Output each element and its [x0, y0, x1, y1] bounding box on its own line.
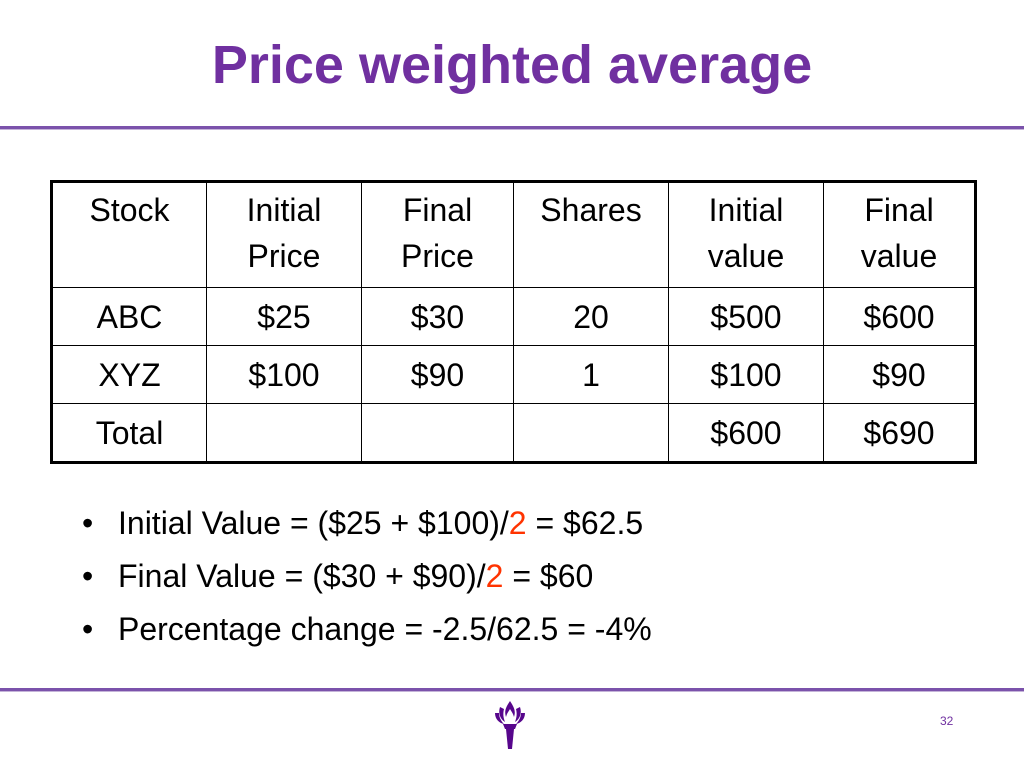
- list-item: • Percentage change = -2.5/62.5 = -4%: [82, 603, 652, 656]
- bullet-icon: •: [82, 558, 94, 594]
- header-text: Final: [402, 192, 473, 228]
- header-initial-price: Initial Price: [206, 181, 362, 288]
- header-text: Final: [864, 192, 934, 228]
- table-cell: XYZ: [51, 345, 207, 404]
- table-cell: [513, 403, 669, 463]
- header-text: value: [860, 238, 938, 274]
- header-final-value: Final value: [823, 181, 976, 288]
- title-divider: [0, 126, 1024, 130]
- slide-title: Price weighted average: [211, 35, 813, 95]
- header-stock: Stock: [51, 181, 207, 288]
- table-cell: 20: [513, 287, 669, 346]
- list-item: • Final Value = ($30 + $90)/2 = $60: [82, 550, 652, 603]
- bullet-list: • Initial Value = ($25 + $100)/2 = $62.5…: [82, 497, 652, 656]
- table-cell: $500: [668, 287, 824, 346]
- table-cell: 1: [513, 345, 669, 404]
- bullet-text: Percentage change = -2.5/62.5 = -4%: [118, 611, 652, 647]
- table-cell: $30: [361, 287, 514, 346]
- header-shares: Shares: [513, 181, 669, 288]
- page-number: 32: [940, 714, 954, 728]
- table-cell: $690: [823, 403, 976, 463]
- bullet-icon: •: [82, 505, 94, 541]
- header-text: Price: [247, 238, 321, 274]
- header-text: Initial: [246, 192, 322, 228]
- list-item: • Initial Value = ($25 + $100)/2 = $62.5: [82, 497, 652, 550]
- table-cell: $25: [206, 287, 362, 346]
- header-text: Shares: [540, 192, 642, 228]
- header-text: Stock: [89, 192, 170, 228]
- divisor-highlight: 2: [485, 558, 504, 594]
- table-cell: $90: [361, 345, 514, 404]
- table-row: XYZ $100 $90 1 $100 $90: [51, 345, 976, 404]
- bullet-icon: •: [82, 611, 94, 647]
- table-cell: [206, 403, 362, 463]
- table-cell: Total: [51, 403, 207, 463]
- table-cell: $600: [668, 403, 824, 463]
- table-cell: $90: [823, 345, 976, 404]
- torch-logo-icon: [495, 701, 525, 749]
- footer-divider: [0, 688, 1024, 692]
- table-cell: [361, 403, 514, 463]
- bullet-text: = $60: [503, 558, 594, 594]
- header-initial-value: Initial value: [668, 181, 824, 288]
- header-final-price: Final Price: [361, 181, 514, 288]
- bullet-text: = $62.5: [526, 505, 644, 541]
- table-cell: $100: [668, 345, 824, 404]
- header-text: value: [707, 238, 785, 274]
- table-row: ABC $25 $30 20 $500 $600: [51, 287, 976, 346]
- table-cell: ABC: [51, 287, 207, 346]
- table-row: Total $600 $690: [51, 403, 976, 463]
- table-cell: $600: [823, 287, 976, 346]
- table-header-row: Stock Initial Price Final Price Shares Ini…: [51, 181, 976, 288]
- bullet-text: Final Value = ($30 + $90)/: [118, 558, 486, 594]
- header-text: Price: [401, 238, 474, 274]
- bullet-text: Initial Value = ($25 + $100)/: [118, 505, 509, 541]
- price-table: Stock Initial Price Final Price Shares Ini…: [50, 180, 977, 464]
- table-cell: $100: [206, 345, 362, 404]
- divisor-highlight: 2: [508, 505, 527, 541]
- header-text: Initial: [708, 192, 784, 228]
